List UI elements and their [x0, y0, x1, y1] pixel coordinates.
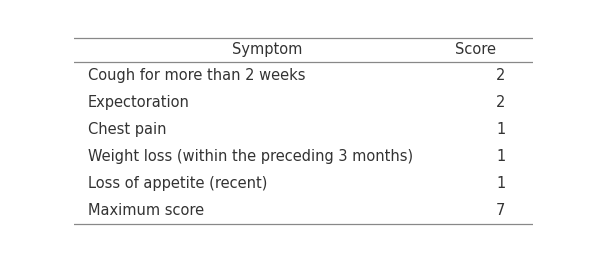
- Text: 1: 1: [496, 176, 506, 191]
- Text: 7: 7: [496, 203, 506, 218]
- Text: 2: 2: [496, 95, 506, 110]
- Text: Symptom: Symptom: [231, 42, 302, 57]
- Text: Weight loss (within the preceding 3 months): Weight loss (within the preceding 3 mont…: [88, 149, 413, 164]
- Text: Score: Score: [455, 42, 496, 57]
- Text: 1: 1: [496, 149, 506, 164]
- Text: Loss of appetite (recent): Loss of appetite (recent): [88, 176, 267, 191]
- Text: Chest pain: Chest pain: [88, 122, 166, 137]
- Text: 1: 1: [496, 122, 506, 137]
- Text: Maximum score: Maximum score: [88, 203, 204, 218]
- Text: Expectoration: Expectoration: [88, 95, 189, 110]
- Text: 2: 2: [496, 68, 506, 83]
- Text: Cough for more than 2 weeks: Cough for more than 2 weeks: [88, 68, 305, 83]
